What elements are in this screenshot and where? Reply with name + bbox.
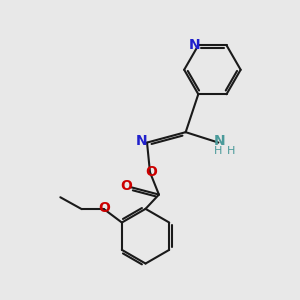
Text: O: O bbox=[120, 179, 132, 193]
Text: H: H bbox=[227, 146, 235, 156]
Text: N: N bbox=[214, 134, 226, 148]
Text: O: O bbox=[146, 165, 158, 179]
Text: N: N bbox=[189, 38, 200, 52]
Text: O: O bbox=[98, 201, 110, 215]
Text: H: H bbox=[214, 146, 223, 156]
Text: N: N bbox=[135, 134, 147, 148]
